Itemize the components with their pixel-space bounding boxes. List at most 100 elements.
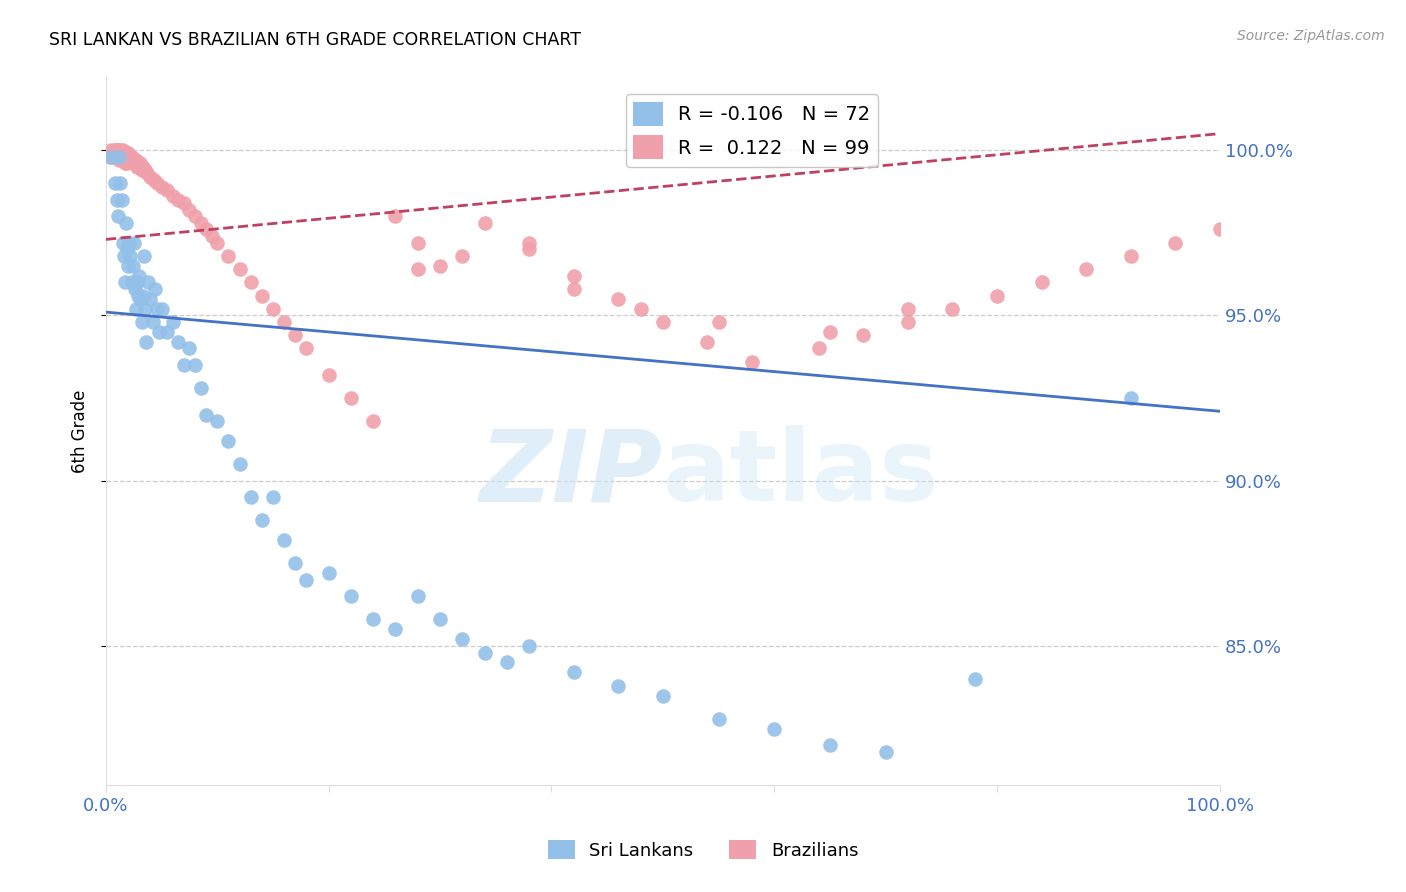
- Point: [104, 143, 127, 157]
- Point: [239, 490, 262, 504]
- Point: [131, 288, 153, 302]
- Point: [118, 235, 141, 250]
- Point: [125, 153, 148, 167]
- Point: [107, 209, 129, 223]
- Point: [496, 656, 519, 670]
- Point: [121, 156, 143, 170]
- Point: [651, 689, 673, 703]
- Point: [107, 143, 129, 157]
- Point: [818, 738, 841, 752]
- Point: [150, 179, 173, 194]
- Point: [132, 163, 155, 178]
- Point: [195, 408, 218, 422]
- Point: [128, 268, 150, 283]
- Point: [110, 176, 132, 190]
- Point: [562, 665, 585, 680]
- Point: [406, 262, 429, 277]
- Point: [146, 301, 169, 316]
- Point: [104, 146, 127, 161]
- Point: [117, 259, 139, 273]
- Point: [361, 414, 384, 428]
- Point: [228, 262, 250, 277]
- Text: ZIP: ZIP: [479, 425, 662, 522]
- Point: [897, 301, 920, 316]
- Point: [121, 259, 143, 273]
- Point: [207, 235, 229, 250]
- Point: [139, 292, 162, 306]
- Point: [146, 176, 169, 190]
- Point: [707, 712, 730, 726]
- Point: [941, 301, 963, 316]
- Point: [105, 146, 128, 161]
- Point: [115, 216, 138, 230]
- Point: [124, 282, 146, 296]
- Point: [295, 573, 318, 587]
- Point: [110, 146, 132, 161]
- Point: [124, 156, 146, 170]
- Point: [107, 150, 129, 164]
- Point: [167, 334, 190, 349]
- Y-axis label: 6th Grade: 6th Grade: [72, 390, 89, 473]
- Point: [340, 590, 363, 604]
- Point: [114, 276, 136, 290]
- Text: SRI LANKAN VS BRAZILIAN 6TH GRADE CORRELATION CHART: SRI LANKAN VS BRAZILIAN 6TH GRADE CORREL…: [49, 31, 581, 49]
- Point: [121, 150, 143, 164]
- Point: [262, 490, 284, 504]
- Point: [117, 153, 139, 167]
- Point: [98, 150, 121, 164]
- Point: [108, 153, 131, 167]
- Point: [142, 173, 165, 187]
- Point: [120, 249, 142, 263]
- Point: [207, 414, 229, 428]
- Point: [135, 334, 157, 349]
- Point: [112, 146, 135, 161]
- Point: [607, 292, 630, 306]
- Point: [108, 150, 131, 164]
- Point: [179, 202, 201, 217]
- Point: [474, 646, 496, 660]
- Point: [250, 513, 273, 527]
- Point: [115, 242, 138, 256]
- Point: [517, 235, 540, 250]
- Point: [127, 276, 149, 290]
- Point: [104, 143, 127, 157]
- Point: [114, 156, 136, 170]
- Point: [162, 315, 184, 329]
- Point: [118, 150, 141, 164]
- Point: [179, 342, 201, 356]
- Point: [103, 150, 125, 164]
- Point: [217, 249, 239, 263]
- Point: [156, 183, 179, 197]
- Point: [986, 288, 1008, 302]
- Point: [110, 193, 132, 207]
- Point: [125, 301, 148, 316]
- Point: [105, 193, 128, 207]
- Point: [451, 249, 474, 263]
- Point: [217, 434, 239, 448]
- Point: [108, 146, 131, 161]
- Point: [429, 613, 451, 627]
- Point: [228, 457, 250, 471]
- Point: [284, 557, 307, 571]
- Point: [763, 722, 786, 736]
- Point: [384, 623, 406, 637]
- Point: [100, 143, 122, 157]
- Point: [250, 288, 273, 302]
- Point: [111, 150, 134, 164]
- Point: [517, 242, 540, 256]
- Point: [112, 153, 135, 167]
- Point: [262, 301, 284, 316]
- Point: [100, 150, 122, 164]
- Point: [122, 235, 145, 250]
- Point: [110, 153, 132, 167]
- Point: [273, 315, 295, 329]
- Point: [318, 566, 340, 581]
- Point: [112, 249, 135, 263]
- Point: [139, 169, 162, 184]
- Point: [167, 193, 190, 207]
- Point: [134, 301, 156, 316]
- Point: [136, 166, 159, 180]
- Legend: R = -0.106   N = 72, R =  0.122   N = 99: R = -0.106 N = 72, R = 0.122 N = 99: [626, 95, 879, 167]
- Point: [122, 153, 145, 167]
- Point: [129, 292, 152, 306]
